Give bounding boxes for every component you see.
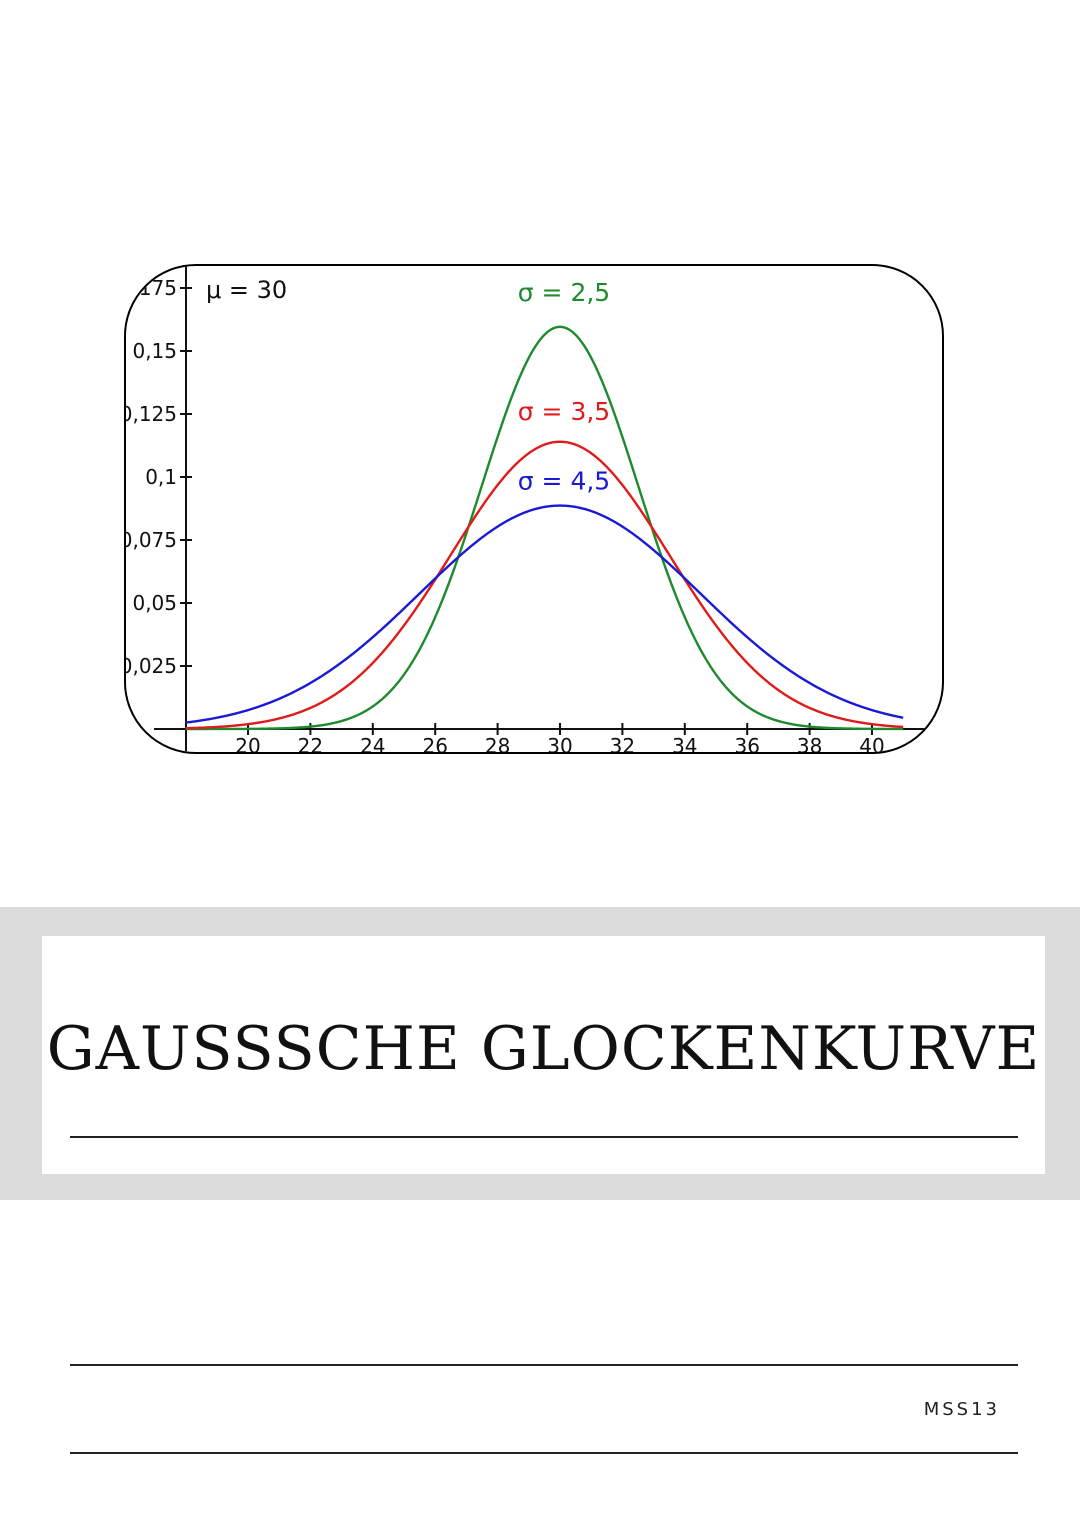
x-tick-label: 30	[547, 734, 572, 754]
title-underline	[70, 1136, 1018, 1138]
document-title: GAUSSSCHE GLOCKENKURVE	[46, 1014, 1041, 1084]
series-label: σ = 4,5	[518, 467, 610, 496]
series-label: σ = 3,5	[518, 397, 610, 426]
series-curve	[185, 325, 904, 731]
chart-axes	[154, 266, 942, 752]
x-tick-label: 36	[734, 734, 759, 754]
y-tick-label: 0,1	[145, 465, 177, 489]
chart-curves	[185, 325, 904, 731]
x-tick-label: 26	[422, 734, 447, 754]
writing-line	[70, 1364, 1018, 1366]
x-tick-label: 38	[797, 734, 822, 754]
y-tick-label: 0,075	[124, 528, 177, 552]
mu-annotation: μ = 30	[206, 276, 287, 304]
x-tick-label: 22	[298, 734, 323, 754]
chart-frame: 0,025 0,05 0,075 0,1 0,125 0,15 0,175 20 22 24 26 2…	[124, 264, 944, 754]
x-tick-label: 40	[859, 734, 884, 754]
y-tick-label: 0,175	[124, 276, 177, 300]
series-curve	[185, 504, 904, 724]
normal-distribution-chart: 0,025 0,05 0,075 0,1 0,125 0,15 0,175 20 22 24 26 2…	[124, 266, 942, 754]
course-code: MSS13	[923, 1399, 1000, 1420]
x-tick-label: 32	[610, 734, 635, 754]
writing-line	[70, 1452, 1018, 1454]
x-tick-label: 34	[672, 734, 697, 754]
title-band: GAUSSSCHE GLOCKENKURVE	[0, 907, 1080, 1200]
title-box: GAUSSSCHE GLOCKENKURVE	[42, 936, 1045, 1174]
series-curve	[185, 440, 904, 730]
y-tick-label: 0,15	[132, 339, 177, 363]
y-tick-label: 0,125	[124, 402, 177, 426]
y-tick-label: 0,025	[124, 654, 177, 678]
series-label: σ = 2,5	[518, 278, 610, 307]
y-tick-label: 0,05	[132, 591, 177, 615]
x-tick-label: 24	[360, 734, 385, 754]
x-tick-label: 28	[485, 734, 510, 754]
x-tick-label: 20	[235, 734, 260, 754]
chart-labels: 0,025 0,05 0,075 0,1 0,125 0,15 0,175 20 22 24 26 2…	[124, 276, 885, 754]
